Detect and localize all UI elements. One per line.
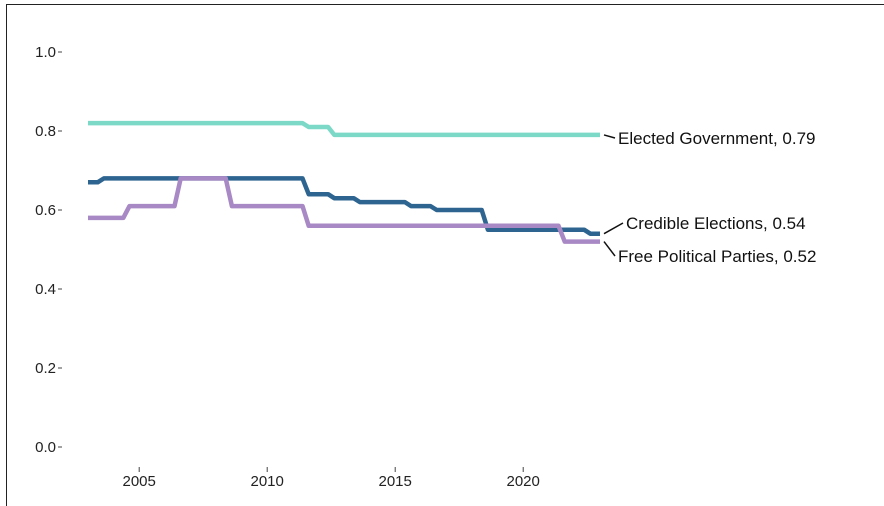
y-axis: 0.0 0.2 0.4 0.6 0.8 1.0	[35, 44, 62, 456]
x-axis: 2005 2010 2015 2020	[123, 467, 540, 490]
series-line-free-political-parties	[88, 176, 600, 244]
x-tick-label: 2010	[251, 473, 284, 490]
series-labels: Elected Government, 0.79 Credible Electio…	[603, 129, 816, 266]
label-leader-line	[603, 134, 616, 139]
series-end-label: Elected Government, 0.79	[618, 129, 816, 148]
x-tick-label: 2005	[123, 473, 156, 490]
series-end-label: Credible Elections, 0.54	[626, 214, 806, 233]
label-leader-line	[603, 222, 624, 235]
y-tick-label: 0.0	[35, 439, 56, 456]
y-tick-label: 0.2	[35, 360, 56, 377]
x-tick-label: 2020	[507, 473, 540, 490]
x-tick-label: 2015	[379, 473, 412, 490]
chart-frame	[6, 4, 884, 506]
y-tick-label: 0.8	[35, 123, 56, 140]
series-end-label: Free Political Parties, 0.52	[618, 247, 816, 266]
y-tick-label: 1.0	[35, 44, 56, 61]
series-line-elected-government	[88, 120, 600, 138]
y-tick-label: 0.4	[35, 281, 56, 298]
y-tick-label: 0.6	[35, 202, 56, 219]
label-leader-line	[603, 241, 616, 257]
series-line-credible-elections	[88, 176, 600, 236]
series-layer	[88, 120, 600, 244]
